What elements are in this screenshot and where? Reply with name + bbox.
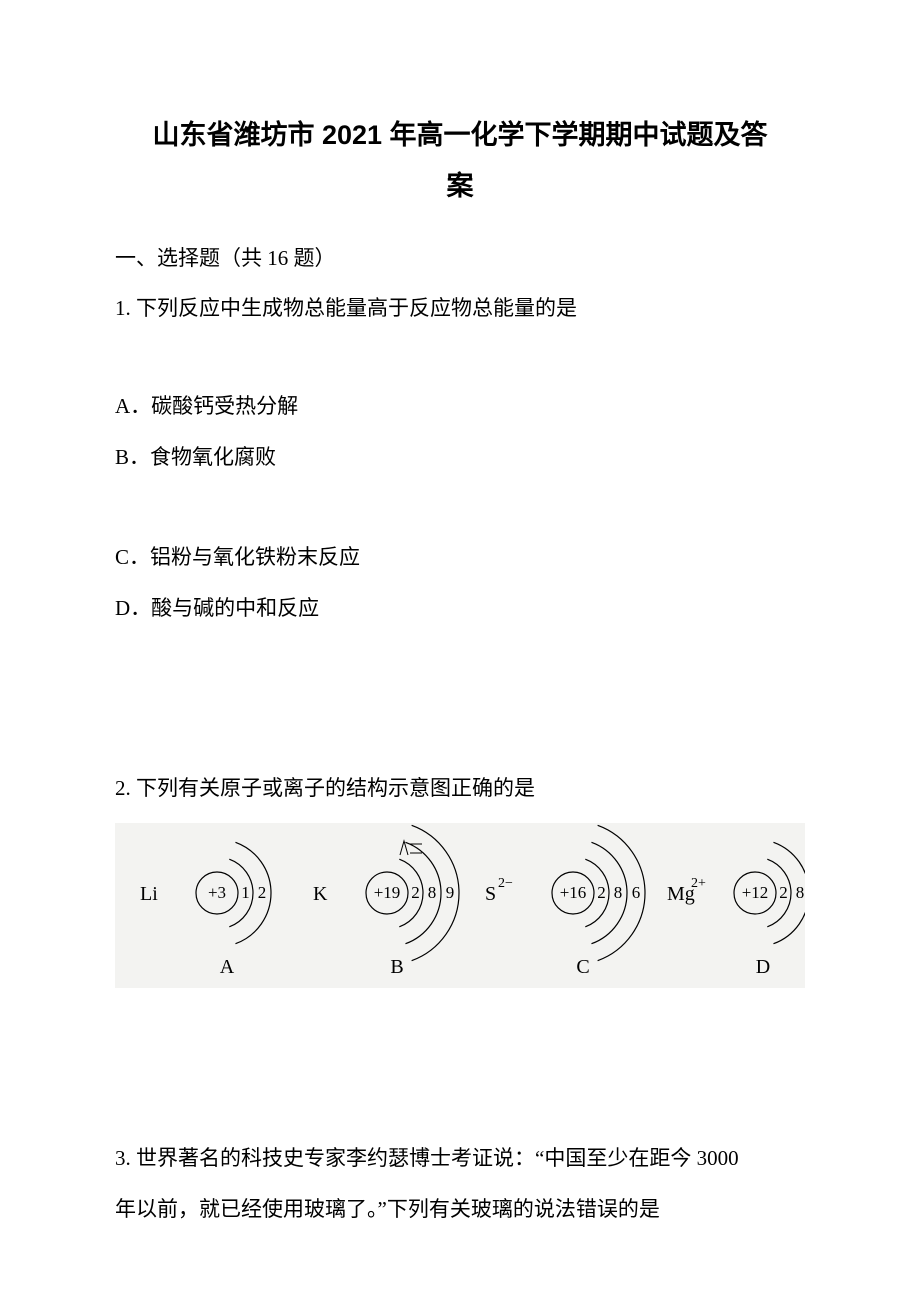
- svg-text:8: 8: [428, 883, 437, 902]
- svg-text:+3: +3: [208, 883, 226, 902]
- svg-text:2−: 2−: [498, 876, 513, 891]
- svg-text:B: B: [390, 956, 403, 978]
- exam-page: 山东省潍坊市 2021 年高一化学下学期期中试题及答 案 一、选择题（共 16 …: [0, 0, 920, 1294]
- q2-diagram: Li+312AK+19289BS2−+16286CMg2++1228D: [115, 823, 805, 993]
- svg-text:K: K: [313, 883, 328, 905]
- spacer: [115, 633, 805, 763]
- svg-text:2: 2: [779, 883, 788, 902]
- svg-text:8: 8: [614, 883, 623, 902]
- svg-text:+12: +12: [742, 883, 769, 902]
- svg-text:2: 2: [411, 883, 420, 902]
- q3-stem-line2: 年以前，就已经使用玻璃了。”下列有关玻璃的说法错误的是: [115, 1184, 805, 1234]
- svg-text:9: 9: [446, 883, 455, 902]
- q1-option-d: D．酸与碱的中和反应: [115, 583, 805, 633]
- svg-text:+16: +16: [560, 883, 587, 902]
- svg-text:A: A: [220, 956, 235, 978]
- q1-option-b: B．食物氧化腐败: [115, 432, 805, 482]
- spacer: [115, 333, 805, 381]
- svg-text:2: 2: [597, 883, 606, 902]
- svg-text:1: 1: [241, 883, 250, 902]
- q1-stem: 1. 下列反应中生成物总能量高于反应物总能量的是: [115, 283, 805, 333]
- title-line-1: 山东省潍坊市 2021 年高一化学下学期期中试题及答: [152, 120, 767, 150]
- svg-text:Li: Li: [140, 883, 158, 905]
- q1-option-a: A．碳酸钙受热分解: [115, 381, 805, 431]
- svg-text:2+: 2+: [691, 876, 706, 891]
- section-1-heading: 一、选择题（共 16 题）: [115, 233, 805, 283]
- q3-stem-line1: 3. 世界著名的科技史专家李约瑟博士考证说：“中国至少在距今 3000: [115, 1133, 805, 1183]
- title-line-2: 案: [447, 171, 474, 201]
- svg-text:6: 6: [632, 883, 641, 902]
- svg-text:C: C: [576, 956, 589, 978]
- q1-option-c: C．铝粉与氧化铁粉末反应: [115, 532, 805, 582]
- exam-title: 山东省潍坊市 2021 年高一化学下学期期中试题及答 案: [115, 110, 805, 213]
- svg-text:S: S: [485, 883, 496, 905]
- svg-text:8: 8: [796, 883, 805, 902]
- spacer: [115, 482, 805, 532]
- q2-stem: 2. 下列有关原子或离子的结构示意图正确的是: [115, 763, 805, 813]
- svg-text:2: 2: [258, 883, 267, 902]
- svg-text:D: D: [756, 956, 770, 978]
- atomic-structure-diagram: Li+312AK+19289BS2−+16286CMg2++1228D: [115, 823, 805, 988]
- svg-text:+19: +19: [374, 883, 401, 902]
- spacer: [115, 1003, 805, 1133]
